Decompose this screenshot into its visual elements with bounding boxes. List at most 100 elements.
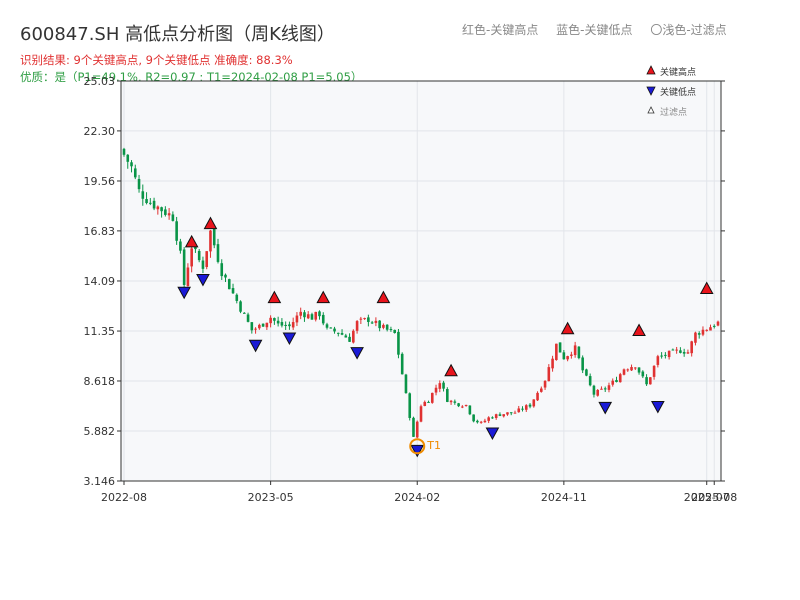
candle-body bbox=[137, 179, 141, 190]
y-tick-label: 16.83 bbox=[84, 225, 116, 238]
result-summary: 识别结果: 9个关键高点, 9个关键低点 准确度: 88.3% bbox=[20, 53, 293, 67]
candle-body bbox=[359, 318, 363, 320]
legend-filtered-marker bbox=[647, 106, 655, 114]
candle-body bbox=[197, 250, 201, 261]
candle-body bbox=[622, 369, 626, 375]
candle-body bbox=[295, 315, 299, 323]
candle-body bbox=[265, 322, 269, 328]
key-low-marker bbox=[350, 347, 364, 360]
candle-body bbox=[171, 214, 175, 221]
candle-body bbox=[299, 311, 302, 316]
candle-body bbox=[408, 393, 412, 418]
candle-body bbox=[506, 412, 509, 415]
candle-body bbox=[562, 352, 566, 360]
candle-body bbox=[581, 357, 584, 371]
y-tick-label: 8.618 bbox=[84, 375, 116, 388]
key-high-marker bbox=[267, 290, 282, 304]
candle-body bbox=[397, 331, 400, 355]
candle-body bbox=[694, 332, 697, 343]
candle-body bbox=[412, 417, 415, 437]
candle-body bbox=[306, 314, 310, 319]
candle-body bbox=[370, 322, 374, 324]
candle-body bbox=[626, 369, 630, 371]
candle-body bbox=[261, 323, 265, 327]
candle-body bbox=[280, 322, 284, 326]
key-high-marker bbox=[376, 290, 391, 304]
candle-body bbox=[430, 392, 434, 403]
candle-body bbox=[227, 279, 231, 290]
y-tick-label: 25.03 bbox=[84, 75, 116, 88]
x-tick-label: 2024-11 bbox=[541, 491, 587, 504]
candle-body bbox=[363, 318, 366, 320]
top-legend-red: 红色-关键高点 bbox=[462, 23, 539, 37]
candle-body bbox=[502, 414, 506, 417]
y-tick-label: 14.09 bbox=[84, 275, 116, 288]
candle-body bbox=[566, 356, 569, 360]
candle-body bbox=[442, 382, 445, 389]
key-low-marker bbox=[485, 427, 500, 441]
legend-filtered-label: 过滤点 bbox=[660, 106, 687, 118]
candle-body bbox=[611, 380, 615, 385]
legend-high-marker bbox=[646, 65, 656, 75]
candle-body bbox=[641, 371, 645, 377]
candle-body bbox=[555, 343, 558, 361]
candle-body bbox=[175, 221, 178, 241]
candle-body bbox=[671, 349, 675, 351]
candle-body bbox=[344, 335, 348, 338]
candle-body bbox=[205, 251, 209, 268]
candle-body bbox=[250, 322, 254, 331]
candle-body bbox=[615, 380, 618, 383]
candle-body bbox=[318, 311, 321, 317]
candle-body bbox=[547, 367, 551, 382]
candle-body bbox=[382, 324, 385, 328]
candle-body bbox=[649, 377, 652, 385]
candle-body bbox=[239, 301, 242, 312]
candle-body bbox=[464, 404, 468, 406]
candle-body bbox=[438, 383, 442, 389]
candle-body bbox=[276, 320, 280, 324]
candle-body bbox=[130, 162, 133, 167]
candle-body bbox=[472, 414, 475, 422]
candle-body bbox=[479, 421, 483, 423]
x-tick-label: 2022-08 bbox=[101, 491, 147, 504]
candle-body bbox=[618, 374, 622, 383]
candle-body bbox=[201, 260, 205, 269]
key-high-marker bbox=[203, 216, 218, 230]
candle-body bbox=[524, 405, 528, 410]
candle-body bbox=[664, 354, 667, 356]
chart-title: 600847.SH 高低点分析图（周K线图） bbox=[20, 24, 335, 45]
y-tick-label: 3.146 bbox=[84, 475, 116, 488]
x-tick-label: 2023-05 bbox=[248, 491, 294, 504]
candles bbox=[122, 147, 720, 439]
candle-body bbox=[419, 406, 423, 422]
candle-body bbox=[160, 207, 163, 212]
candle-body bbox=[573, 345, 577, 356]
x-tick-label: 2025-07 bbox=[684, 491, 730, 504]
key-low-marker bbox=[248, 339, 263, 353]
t1-label: T1 bbox=[426, 439, 441, 452]
candle-body bbox=[461, 406, 464, 408]
candle-body bbox=[141, 191, 145, 199]
candle-body bbox=[521, 408, 524, 410]
legend-high-label: 关键高点 bbox=[660, 66, 696, 78]
candle-body bbox=[182, 249, 186, 285]
candle-body bbox=[303, 312, 306, 318]
key-low-marker bbox=[282, 332, 297, 346]
pivot-markers: T1 bbox=[177, 216, 714, 458]
candle-body bbox=[630, 367, 633, 371]
axes: 3.146 5.882 8.618 11.35 14.09 16.83 19.56 22.30… bbox=[84, 75, 738, 504]
candle-body bbox=[231, 288, 235, 294]
candle-body bbox=[446, 389, 449, 402]
y-tick-label: 19.56 bbox=[84, 175, 116, 188]
candle-body bbox=[577, 346, 581, 359]
candle-body bbox=[697, 333, 701, 335]
candle-body bbox=[336, 332, 340, 334]
candle-body bbox=[167, 213, 171, 216]
candle-body bbox=[400, 353, 404, 375]
candle-body bbox=[269, 317, 272, 324]
candle-body bbox=[235, 294, 239, 301]
candle-body bbox=[179, 241, 182, 251]
key-low-marker bbox=[598, 401, 613, 415]
candle-body bbox=[385, 324, 389, 330]
